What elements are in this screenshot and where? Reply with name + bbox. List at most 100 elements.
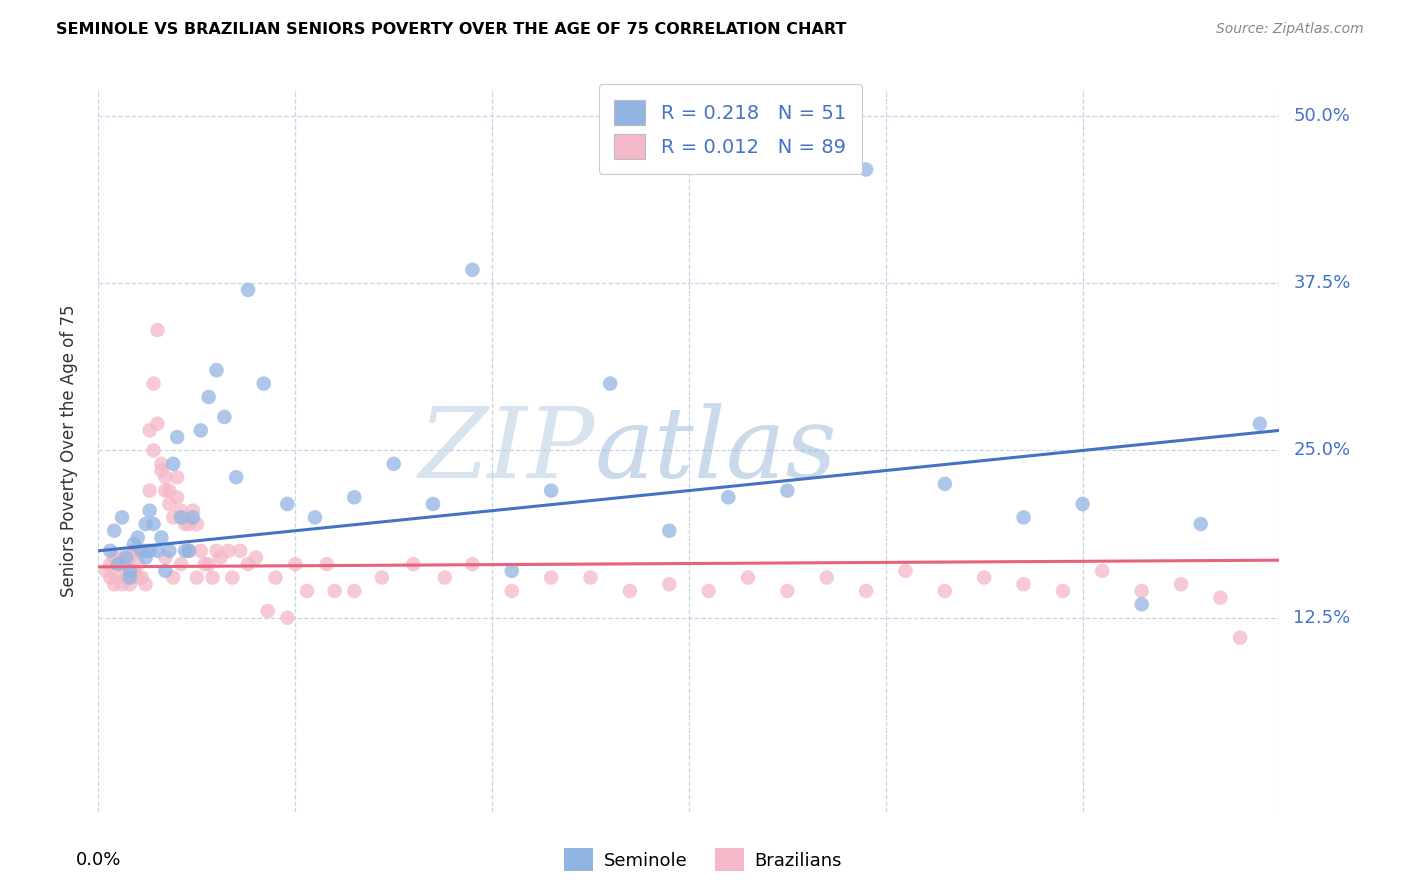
Text: atlas: atlas [595, 403, 837, 498]
Point [118, 571, 141, 585]
Point [142, 443, 165, 458]
Point [540, 483, 562, 498]
Point [433, 571, 456, 585]
Point [135, 550, 157, 565]
Point [343, 584, 366, 599]
Point [225, 470, 247, 484]
Point [197, 390, 219, 404]
Point [236, 557, 259, 572]
Point [284, 557, 307, 572]
Point [170, 510, 193, 524]
Point [343, 491, 366, 505]
Point [131, 544, 153, 558]
Point [658, 577, 681, 591]
Point [103, 577, 125, 591]
Point [122, 537, 145, 551]
Point [177, 544, 200, 558]
Point [973, 571, 995, 585]
Point [118, 550, 141, 565]
Point [162, 457, 184, 471]
Point [162, 510, 184, 524]
Point [619, 584, 641, 599]
Point [186, 571, 208, 585]
Point [157, 483, 180, 498]
Point [155, 564, 177, 578]
Point [855, 584, 877, 599]
Point [122, 564, 145, 578]
Point [323, 584, 346, 599]
Point [122, 544, 145, 558]
Point [658, 524, 681, 538]
Text: SEMINOLE VS BRAZILIAN SENIORS POVERTY OVER THE AGE OF 75 CORRELATION CHART: SEMINOLE VS BRAZILIAN SENIORS POVERTY OV… [56, 22, 846, 37]
Text: 25.0%: 25.0% [1294, 442, 1351, 459]
Point [157, 544, 180, 558]
Point [579, 571, 602, 585]
Point [205, 363, 228, 377]
Point [115, 550, 138, 565]
Point [209, 550, 232, 565]
Point [201, 571, 224, 585]
Point [776, 584, 799, 599]
Text: 0.0%: 0.0% [76, 852, 121, 870]
Point [1209, 591, 1232, 605]
Point [1189, 517, 1212, 532]
Point [697, 584, 720, 599]
Point [98, 544, 121, 558]
Point [776, 483, 799, 498]
Point [599, 376, 621, 391]
Point [111, 550, 134, 565]
Point [181, 510, 204, 524]
Point [256, 604, 278, 618]
Point [1249, 417, 1271, 431]
Point [150, 530, 173, 544]
Point [371, 571, 394, 585]
Point [115, 557, 138, 572]
Point [166, 470, 188, 484]
Point [197, 557, 219, 572]
Point [131, 544, 153, 558]
Point [934, 584, 956, 599]
Point [146, 323, 169, 337]
Point [1091, 564, 1114, 578]
Point [157, 497, 180, 511]
Point [221, 571, 243, 585]
Point [855, 162, 877, 177]
Point [138, 424, 160, 438]
Point [276, 497, 298, 511]
Point [96, 564, 118, 578]
Point [174, 544, 197, 558]
Point [127, 530, 149, 544]
Y-axis label: Seniors Poverty Over the Age of 75: Seniors Poverty Over the Age of 75 [59, 304, 77, 597]
Point [1130, 598, 1153, 612]
Point [138, 483, 160, 498]
Point [1170, 577, 1192, 591]
Point [717, 491, 740, 505]
Point [111, 577, 134, 591]
Point [155, 470, 177, 484]
Point [304, 510, 326, 524]
Point [295, 584, 318, 599]
Point [1052, 584, 1074, 599]
Point [934, 476, 956, 491]
Point [894, 564, 917, 578]
Point [155, 550, 177, 565]
Point [138, 503, 160, 517]
Point [150, 457, 173, 471]
Text: ZIP: ZIP [418, 403, 595, 498]
Point [815, 571, 838, 585]
Point [98, 557, 121, 572]
Point [142, 517, 165, 532]
Point [103, 550, 125, 565]
Point [501, 584, 523, 599]
Point [1012, 510, 1035, 524]
Point [264, 571, 287, 585]
Point [118, 577, 141, 591]
Point [1012, 577, 1035, 591]
Point [115, 571, 138, 585]
Point [146, 544, 169, 558]
Point [98, 571, 121, 585]
Point [217, 544, 239, 558]
Point [186, 517, 208, 532]
Point [540, 571, 562, 585]
Point [190, 544, 212, 558]
